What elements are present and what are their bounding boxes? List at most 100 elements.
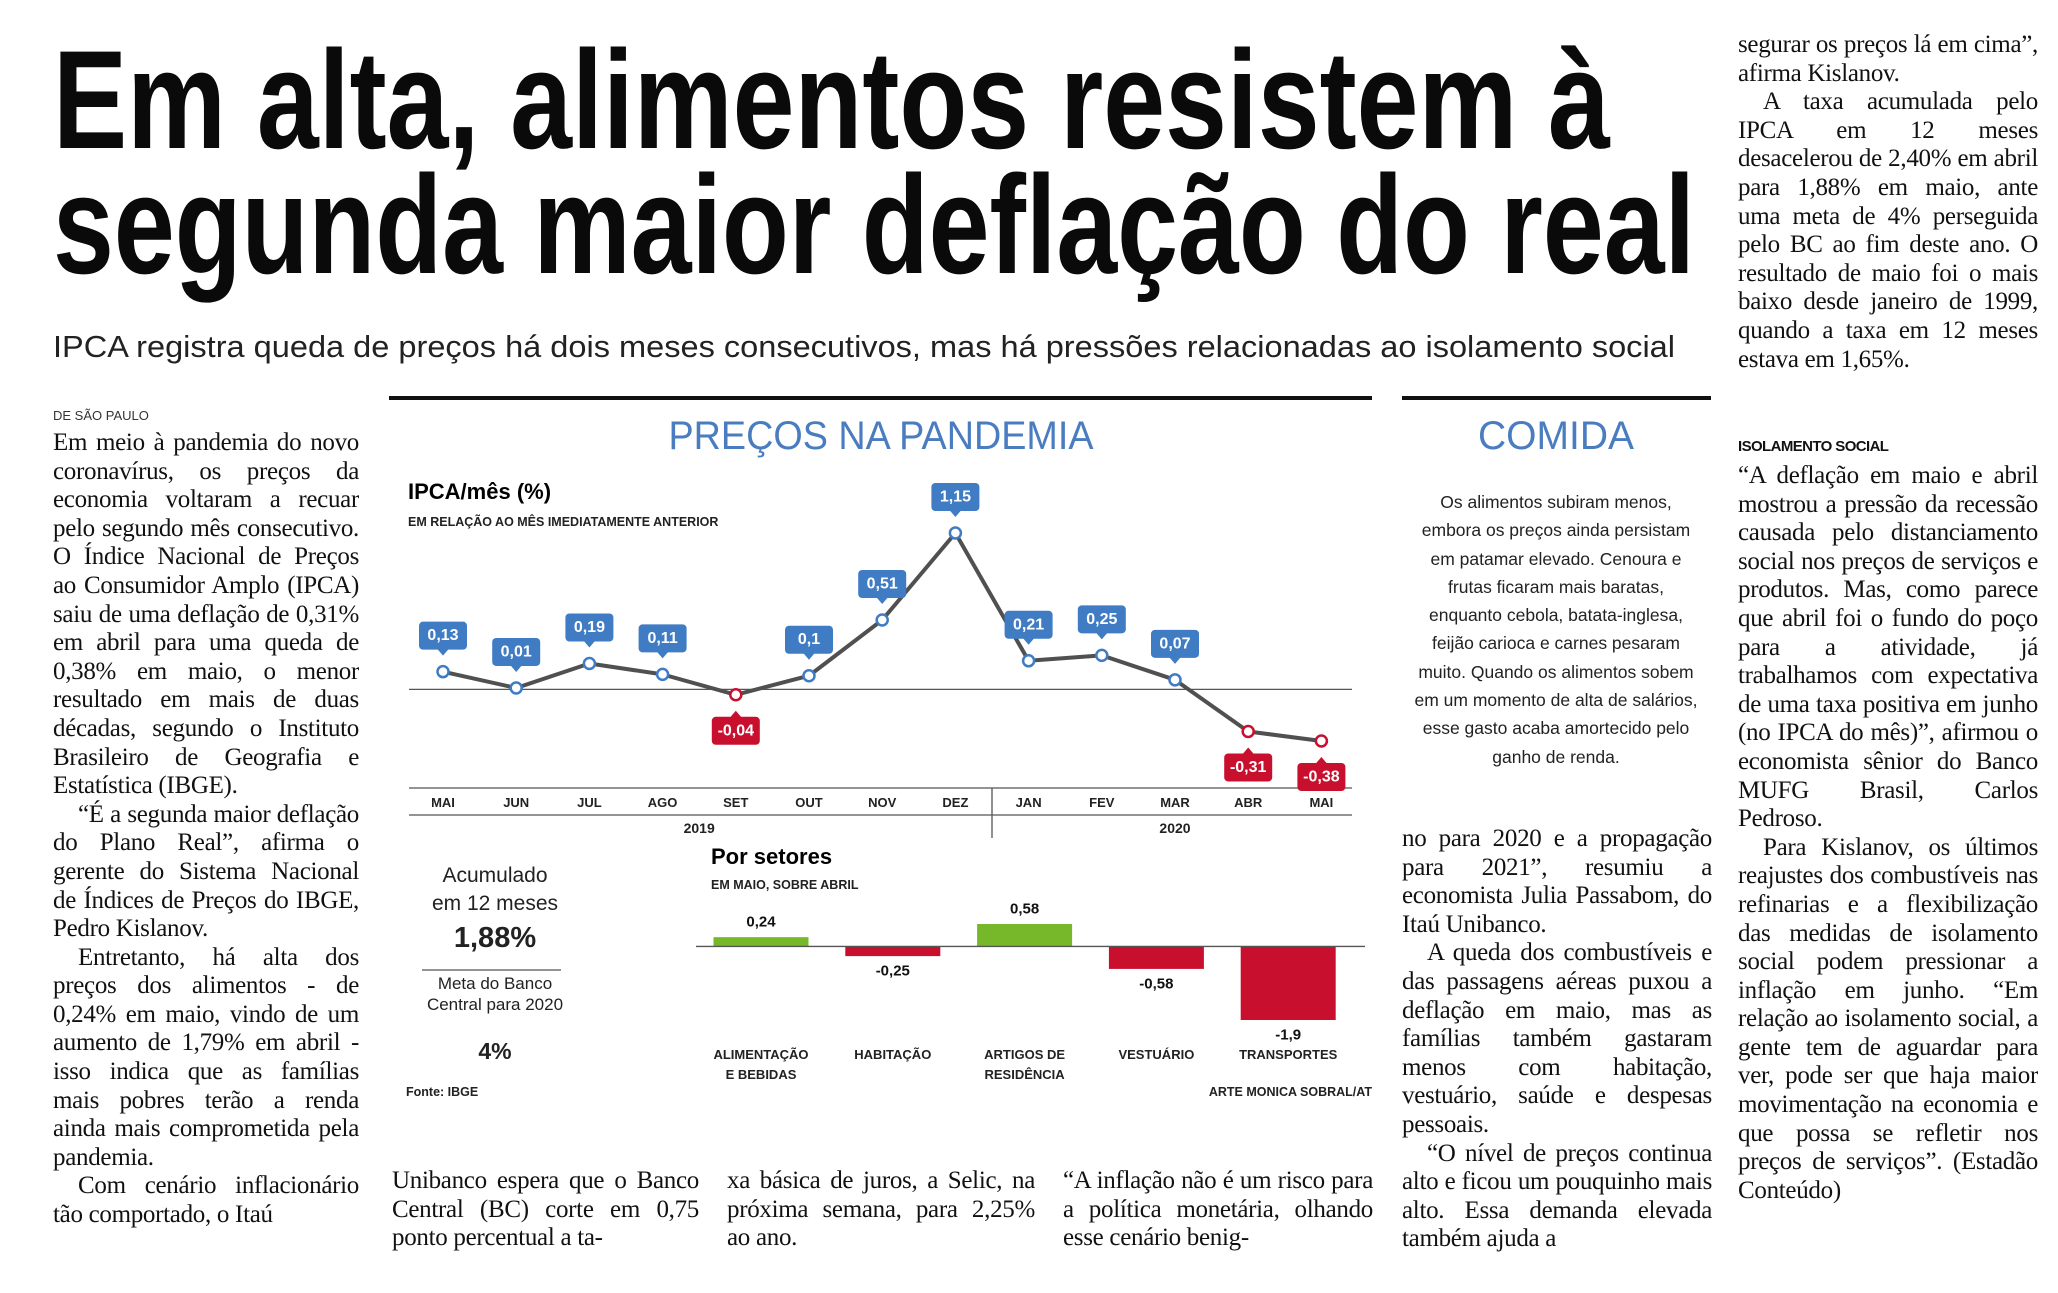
- section-rule: [389, 396, 1372, 400]
- paragraph: Com cenário inflacionário tão comportado…: [53, 1172, 359, 1229]
- target-value: 4%: [478, 1038, 512, 1064]
- line-marker: [655, 667, 670, 682]
- value-label: -0,58: [1139, 975, 1173, 992]
- x-tick-label: SET: [723, 795, 748, 810]
- label-pointer: [1095, 632, 1108, 640]
- label-pointer: [510, 664, 523, 672]
- section-rule: [1402, 396, 1711, 400]
- paragraph: “A inflação não é um risco para a políti…: [1063, 1167, 1373, 1252]
- line-marker: [1168, 673, 1182, 687]
- x-tick-label: JUN: [503, 795, 529, 810]
- value-label: 0,11: [647, 630, 677, 647]
- value-label-box: [1224, 753, 1273, 782]
- label-pointer: [583, 640, 596, 648]
- label-pointer: [1169, 656, 1181, 664]
- line-marker: [1314, 734, 1329, 748]
- value-label: -0,25: [876, 963, 910, 980]
- x-tick-label: DEZ: [942, 795, 968, 810]
- x-tick-label: JAN: [1016, 795, 1042, 810]
- sidebar-text: Os alimentos subiram menos, embora os pr…: [1414, 492, 1698, 767]
- x-tick-label: MAR: [1160, 795, 1190, 810]
- value-label-box: [1297, 763, 1346, 791]
- x-tick-label: MAI: [1309, 795, 1333, 810]
- byline: DE SÃO PAULO: [53, 408, 149, 423]
- value-label: 1,15: [940, 489, 971, 506]
- bar: [713, 937, 809, 947]
- paragraph: A queda dos combustíveis e das passagens…: [1402, 939, 1712, 1138]
- credit: ARTE MONICA SOBRAL/AT: [1209, 1085, 1373, 1099]
- value-label: 0,24: [746, 914, 776, 931]
- x-tick-label: NOV: [868, 795, 897, 810]
- bar: [1108, 946, 1204, 969]
- text-column: no para 2020 e a propagação para 2021”, …: [1402, 825, 1712, 1263]
- label-pointer: [1242, 747, 1255, 755]
- x-tick-label: HABITAÇÃO: [854, 1047, 932, 1062]
- text-column: segurar os preços lá em cima”, afirma Ki…: [1738, 31, 2038, 403]
- x-tick-label: AGO: [648, 795, 678, 810]
- x-tick-label: OUT: [795, 795, 823, 810]
- section-heading: ISOLAMENTO SOCIAL: [1738, 438, 1889, 455]
- headline: segunda maior deflação do real: [53, 146, 1695, 303]
- value-label-box: [1004, 610, 1053, 639]
- group-label: 2020: [1159, 820, 1190, 836]
- line-marker: [436, 664, 450, 679]
- headline: Em alta, alimentos resistem à: [53, 21, 1611, 178]
- graphic-title: PREÇOS NA PANDEMIA: [669, 414, 1094, 458]
- subheadline: IPCA registra queda de preços há dois me…: [53, 329, 1675, 364]
- label-pointer: [1022, 637, 1035, 645]
- value-label: 0,25: [1086, 611, 1117, 628]
- chart-title: Por setores: [711, 844, 832, 869]
- paragraph: Unibanco espera que o Banco Central (BC)…: [392, 1167, 699, 1252]
- paragraph: segurar os preços lá em cima”, afirma Ki…: [1738, 31, 2038, 87]
- value-label-box: [785, 625, 833, 654]
- value-label-box: [1077, 605, 1126, 634]
- bar: [977, 924, 1073, 947]
- line-marker: [802, 668, 816, 683]
- x-tick-label: MAI: [431, 795, 455, 810]
- group-label: 2019: [684, 820, 715, 836]
- value-label: -0,31: [1230, 759, 1267, 776]
- chart-title: IPCA/mês (%): [408, 479, 551, 504]
- value-label: -0,38: [1303, 769, 1340, 786]
- x-tick-label: TRANSPORTES: [1239, 1047, 1338, 1062]
- x-tick-label: FEV: [1089, 795, 1115, 810]
- line-marker: [1021, 654, 1036, 668]
- value-label-box: [931, 483, 980, 511]
- value-label-box: [492, 637, 541, 666]
- label-pointer: [1315, 757, 1328, 764]
- label-pointer: [876, 597, 889, 605]
- value-label-box: [858, 570, 907, 599]
- value-label-box: [638, 624, 687, 653]
- accumulated-label: Acumulado em 12 meses: [431, 864, 559, 915]
- line-marker: [948, 526, 963, 540]
- label-pointer: [949, 510, 962, 517]
- chart-subtitle: EM RELAÇÃO AO MÊS IMEDIATAMENTE ANTERIOR: [408, 514, 718, 529]
- chart-subtitle: EM MAIO, SOBRE ABRIL: [711, 878, 859, 892]
- paragraph: Entretanto, há alta dos preços dos alime…: [53, 943, 359, 1171]
- target-label: Meta do Banco Central para 2020: [426, 974, 564, 1014]
- label-pointer: [803, 652, 815, 660]
- value-label-box: [711, 716, 760, 745]
- x-tick-label: ALIMENTAÇÃO E BEBIDAS: [713, 1047, 809, 1082]
- value-label: -0,04: [718, 722, 755, 739]
- line-marker: [1095, 648, 1109, 663]
- x-tick-label: ARTIGOS DE RESIDÊNCIA: [984, 1047, 1066, 1082]
- paragraph: no para 2020 e a propagação para 2021”, …: [1402, 825, 1712, 938]
- value-label-box: [1151, 629, 1199, 658]
- text-column: xa básica de juros, a Selic, na próxima …: [727, 1167, 1035, 1263]
- text-column: “A inflação não é um risco para a políti…: [1063, 1167, 1373, 1263]
- line-marker: [729, 688, 743, 702]
- value-label: 0,1: [798, 631, 820, 648]
- accumulated-value: 1,88%: [453, 922, 537, 954]
- bar: [1240, 946, 1336, 1020]
- x-tick-label: VESTUÁRIO: [1118, 1047, 1195, 1062]
- paragraph: “A deflação em maio e abril mostrou a pr…: [1738, 462, 2038, 833]
- paragraph: “O nível de preços continua alto e ficou…: [1402, 1139, 1712, 1253]
- value-label: 0,58: [1010, 901, 1039, 918]
- paragraph: A taxa acumulada pelo IPCA em 12 meses d…: [1738, 88, 2038, 373]
- line-marker: [875, 613, 889, 627]
- paragraph: xa básica de juros, a Selic, na próxima …: [727, 1167, 1035, 1252]
- text-column: Em meio à pandemia do novo coronavírus, …: [53, 429, 359, 1261]
- paragraph: Em meio à pandemia do novo coronavírus, …: [53, 429, 359, 800]
